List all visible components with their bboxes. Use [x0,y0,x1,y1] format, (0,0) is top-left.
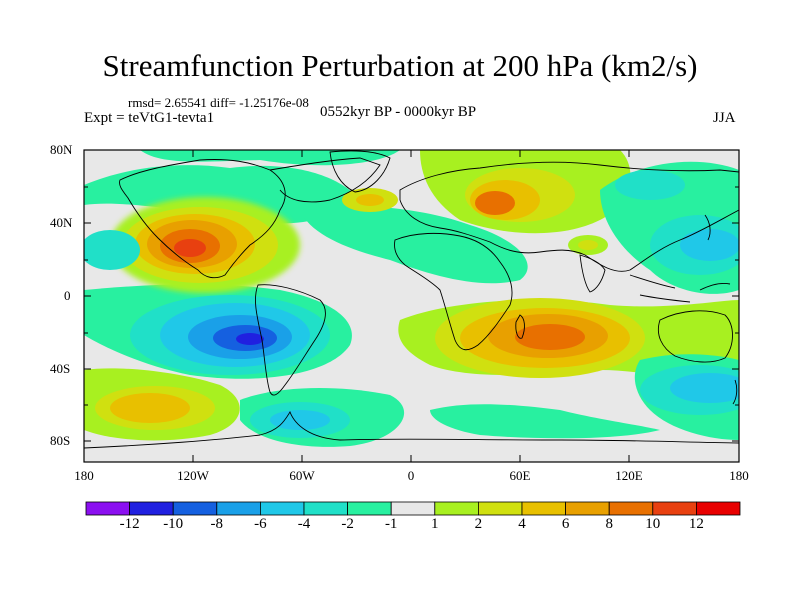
lon-label-120w: 120W [177,468,209,483]
lon-ticks [83,150,740,462]
colorbar-label: -12 [119,516,140,532]
colorbar-label: -1 [384,516,398,532]
colorbar-box [521,501,566,516]
colorbar-label: 10 [645,516,661,532]
colorbar-box [477,501,523,516]
colorbar-label: 1 [431,516,439,532]
lat-label-80n: 80N [50,142,73,157]
colorbar-box [696,501,741,516]
colorbar-box [652,501,697,516]
lat-label-80s: 80S [50,433,71,448]
lat-label-0: 0 [64,288,71,303]
contour-field [84,150,739,449]
colorbar-label: 2 [474,516,483,532]
lon-label-0: 0 [407,468,415,483]
colorbar-label: 12 [688,516,704,532]
lon-label-60w: 60W [289,468,315,483]
colorbar-label: -2 [341,516,354,532]
lon-label-180e: 180 [729,468,749,483]
lon-label-180w: 180 [74,468,94,483]
colorbar-box [303,501,348,516]
colorbar-box [434,501,479,516]
colorbar-box [216,501,261,516]
period-label: 0552kyr BP - 0000kyr BP [320,104,477,120]
colorbar-box [259,501,305,516]
colorbar-label: 8 [605,516,613,532]
colorbar [85,501,741,516]
colorbar-label: -10 [163,516,184,532]
colorbar-box [390,501,436,516]
colorbar-label: 6 [561,516,570,532]
lat-label-40s: 40S [50,361,71,376]
colorbar-box [565,501,610,516]
colorbar-box [172,501,218,516]
colorbar-box [129,501,174,516]
colorbar-label: -4 [297,516,311,532]
colorbar-box [347,501,392,516]
colorbar-box [85,501,130,516]
lat-ticks [84,149,739,442]
lat-label-40n: 40N [50,215,73,230]
colorbar-box [608,501,654,516]
colorbar-label: -8 [210,516,224,532]
experiment-label: Expt = teVtG1-tevta1 [84,110,215,126]
colorbar-label: 4 [518,516,526,532]
plot-title: Streamfunction Perturbation at 200 hPa (… [102,48,698,83]
coastlines [84,150,739,449]
season-label: JJA [713,110,736,126]
lon-label-120e: 120E [615,468,643,483]
stats-text: rmsd= 2.65541 diff= -1.25176e-08 [128,95,309,110]
colorbar-label: -6 [254,516,267,532]
lon-label-60e: 60E [509,468,531,483]
